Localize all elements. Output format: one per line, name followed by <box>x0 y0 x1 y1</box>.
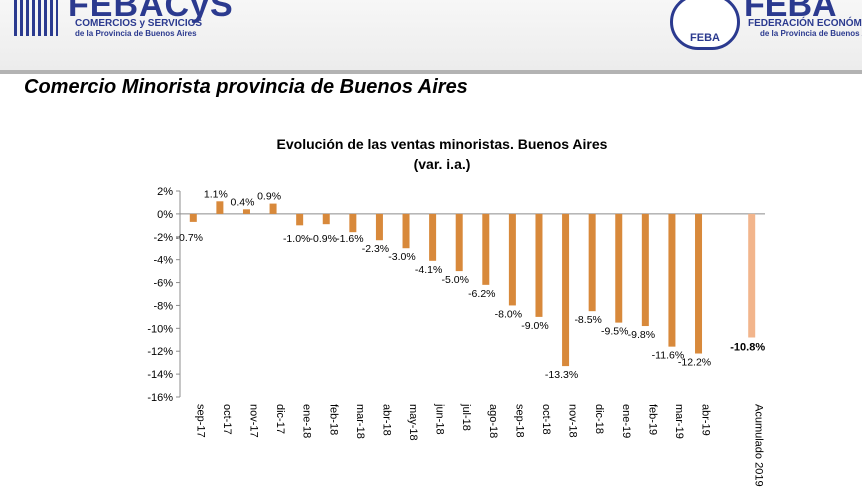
data-label: -10.8% <box>730 341 765 353</box>
x-tick-label: nov-18 <box>567 404 579 438</box>
feba-logo-name: FEBA <box>744 0 837 24</box>
feba-logo-subtitle: FEDERACIÓN ECONÓMICA <box>748 18 862 29</box>
bar-ene-18 <box>296 213 304 226</box>
header-banner: FEBACyS COMERCIOS y SERVICIOS de la Prov… <box>0 0 862 70</box>
x-tick-label: oct-18 <box>540 404 552 435</box>
x-tick-label: mar-18 <box>354 404 366 439</box>
y-tick-label: 0% <box>157 209 173 221</box>
x-tick-label: ene-18 <box>301 404 313 438</box>
feba-seal-text: FEBA <box>690 32 720 44</box>
febacys-logo-name: FEBACyS <box>68 0 234 24</box>
x-tick-label: Acumulado 2019 <box>753 404 765 487</box>
x-tick-label: feb-19 <box>646 404 658 435</box>
feba-seal-icon: FEBA <box>670 0 740 50</box>
bar-oct-17 <box>216 201 224 214</box>
data-label: -11.6% <box>652 350 685 362</box>
y-tick-label: -4% <box>153 255 173 267</box>
febacys-logo-subtitle-2: de la Provincia de Buenos Aires <box>75 29 197 38</box>
bar-feb-18 <box>322 213 330 225</box>
data-label: -3.0% <box>388 251 415 263</box>
bar-mar-19 <box>668 213 676 347</box>
chart-title: Evolución de las ventas minoristas. Buen… <box>276 136 608 152</box>
barcode-logo-icon <box>14 0 58 36</box>
bar-sep-18 <box>508 213 516 306</box>
header-divider <box>0 70 862 74</box>
data-label: -1.0% <box>283 233 310 245</box>
bar-dic-18 <box>588 213 596 312</box>
data-label: -0.7% <box>176 232 203 244</box>
y-tick-label: -12% <box>147 346 173 358</box>
y-tick-label: -6% <box>153 278 173 290</box>
bar-Acumulado 2019 <box>748 213 756 338</box>
bar-feb-19 <box>641 213 649 327</box>
data-label: -0.9% <box>310 233 337 245</box>
data-label: -6.2% <box>468 288 495 300</box>
bar-jun-18 <box>429 213 437 261</box>
y-tick-label: -16% <box>147 392 173 404</box>
data-label: -5.0% <box>441 274 468 286</box>
x-tick-label: jul-18 <box>460 403 472 431</box>
x-tick-label: nov-17 <box>247 404 259 438</box>
data-label: 0.4% <box>231 196 255 208</box>
data-label: 1.1% <box>204 188 228 200</box>
x-tick-label: ene-19 <box>620 404 632 438</box>
page-title: Comercio Minorista provincia de Buenos A… <box>24 76 468 98</box>
x-tick-label: feb-18 <box>327 404 339 435</box>
data-label: -1.6% <box>336 233 363 245</box>
bar-ago-18 <box>482 213 490 285</box>
data-label: -8.5% <box>574 314 601 326</box>
bar-sep-17 <box>189 213 197 222</box>
bar-may-18 <box>402 213 410 249</box>
data-label: -9.5% <box>601 326 628 338</box>
data-label: -12.2% <box>678 357 711 369</box>
y-tick-label: -2% <box>153 232 173 244</box>
bar-nov-18 <box>562 213 570 367</box>
bar-dic-17 <box>269 203 277 214</box>
chart-title-block: Evolución de las ventas minoristas. Buen… <box>237 134 647 174</box>
data-label: -9.8% <box>628 329 655 341</box>
x-tick-label: oct-17 <box>221 404 233 435</box>
bar-jul-18 <box>455 213 463 272</box>
x-tick-label: jun-18 <box>434 403 446 435</box>
bar-abr-19 <box>695 213 703 354</box>
data-label: -9.0% <box>521 320 548 332</box>
bar-ene-19 <box>615 213 623 323</box>
x-tick-label: ago-18 <box>487 404 499 438</box>
x-tick-label: may-18 <box>407 404 419 441</box>
bar-oct-18 <box>535 213 543 317</box>
y-tick-label: 2% <box>157 186 173 198</box>
bar-nov-17 <box>242 209 250 214</box>
data-label: 0.9% <box>257 191 281 203</box>
y-tick-label: -10% <box>147 323 173 335</box>
x-tick-label: dic-18 <box>593 404 605 434</box>
y-tick-label: -14% <box>147 369 173 381</box>
bar-mar-18 <box>349 213 357 233</box>
data-label: -8.0% <box>495 308 522 320</box>
data-label: -13.3% <box>545 369 578 381</box>
x-tick-label: sep-18 <box>513 404 525 438</box>
x-tick-label: sep-17 <box>194 404 206 438</box>
x-tick-label: mar-19 <box>673 404 685 439</box>
x-tick-label: abr-18 <box>380 404 392 436</box>
febacys-logo-subtitle: COMERCIOS y SERVICIOS <box>75 18 203 29</box>
data-label: -4.1% <box>415 264 442 276</box>
bar-abr-18 <box>375 213 383 241</box>
x-tick-label: dic-17 <box>274 404 286 434</box>
feba-logo-subtitle-2: de la Provincia de Buenos Aires <box>760 29 862 38</box>
data-label: -2.3% <box>362 243 389 255</box>
x-tick-label: abr-19 <box>700 404 712 436</box>
y-tick-label: -8% <box>153 300 173 312</box>
chart-subtitle: (var. i.a.) <box>413 156 471 172</box>
